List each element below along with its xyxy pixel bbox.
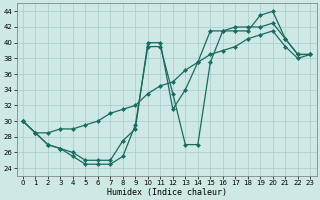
X-axis label: Humidex (Indice chaleur): Humidex (Indice chaleur) <box>107 188 227 197</box>
